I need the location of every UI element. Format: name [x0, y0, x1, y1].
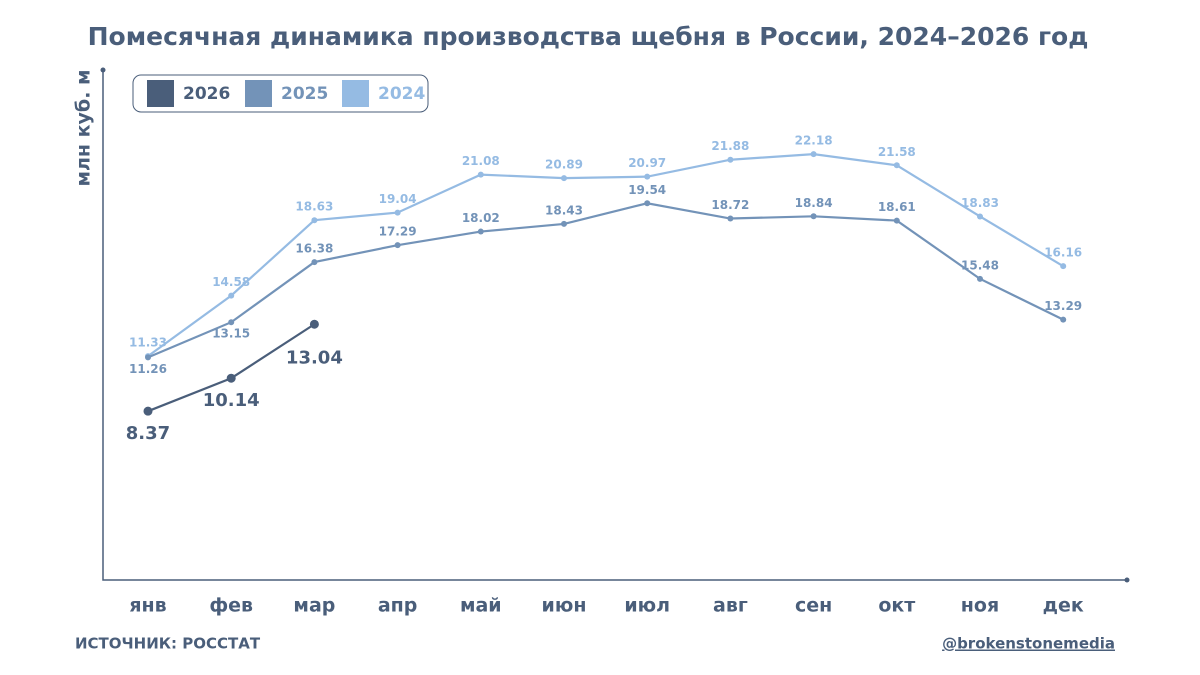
point [1060, 316, 1067, 323]
legend-label: 2024 [378, 84, 425, 104]
data-label: 20.97 [628, 156, 666, 170]
data-label: 11.33 [129, 336, 167, 350]
point [228, 319, 235, 326]
point [143, 406, 153, 416]
data-label: 22.18 [795, 134, 833, 148]
point [977, 275, 983, 282]
x-tick-label: апр [378, 595, 418, 617]
data-label: 18.02 [462, 211, 500, 225]
legend-label: 2025 [281, 84, 328, 104]
data-label: 18.63 [295, 200, 333, 214]
y-axis-label: млн куб. м [73, 69, 95, 186]
data-label: 10.14 [203, 390, 260, 411]
axis-end [100, 67, 106, 73]
point [727, 156, 734, 163]
legend-label: 2026 [183, 84, 230, 104]
point [810, 151, 817, 158]
point [394, 209, 401, 216]
x-tick-label: сен [795, 595, 832, 617]
data-label: 18.43 [545, 203, 583, 217]
chart-title: Помесячная динамика производства щебня в… [88, 22, 1089, 51]
data-label: 17.29 [379, 225, 417, 239]
axis-end [1124, 577, 1130, 583]
series-line [147, 202, 1064, 359]
x-tick-label: июл [624, 595, 670, 617]
data-label: 18.61 [878, 200, 916, 214]
legend-swatch [245, 80, 272, 107]
point [644, 173, 651, 180]
x-tick-label: фев [209, 595, 253, 617]
source: ИСТОЧНИК: РОССТАТ [75, 635, 261, 653]
point [893, 217, 900, 224]
point [644, 200, 651, 207]
point [311, 259, 318, 266]
point [893, 162, 900, 169]
data-label: 14.58 [212, 275, 250, 289]
data-label: 15.48 [961, 258, 999, 272]
data-label: 13.04 [286, 347, 343, 368]
data-label: 21.08 [462, 154, 500, 168]
point [311, 217, 318, 224]
data-label: 16.38 [295, 242, 333, 256]
legend-swatch [147, 80, 174, 107]
point [561, 175, 567, 182]
point [145, 354, 151, 361]
point [477, 171, 484, 178]
x-tick-label: июн [542, 595, 587, 617]
legend-swatch [342, 80, 369, 107]
point [1060, 263, 1067, 270]
data-label: 21.58 [878, 145, 916, 159]
data-label: 20.89 [545, 158, 583, 172]
point [810, 213, 817, 220]
data-label: 16.16 [1044, 246, 1082, 260]
point [727, 215, 734, 222]
data-label: 13.15 [212, 327, 250, 341]
data-label: 8.37 [126, 423, 170, 444]
data-label: 11.26 [129, 362, 167, 376]
axis [102, 70, 1127, 581]
x-tick-label: янв [129, 595, 166, 617]
series-line [147, 153, 1064, 357]
data-label: 19.04 [379, 192, 417, 206]
data-label: 18.72 [711, 198, 749, 212]
x-tick-label: окт [878, 595, 915, 617]
point [977, 213, 983, 220]
data-label: 18.84 [795, 196, 833, 210]
data-label: 21.88 [711, 139, 749, 153]
credit: @brokenstonemedia [942, 635, 1115, 653]
x-tick-label: мар [293, 595, 335, 617]
x-tick-label: май [460, 595, 502, 617]
x-tick-label: ноя [961, 595, 999, 617]
point [394, 242, 401, 249]
data-label: 18.83 [961, 196, 999, 210]
point [561, 220, 567, 227]
point [477, 228, 484, 235]
x-tick-label: авг [713, 595, 748, 617]
point [228, 292, 235, 299]
x-tick-label: дек [1043, 595, 1084, 617]
point [226, 373, 236, 383]
data-label: 13.29 [1044, 299, 1082, 313]
point [309, 319, 319, 329]
data-label: 19.54 [628, 183, 666, 197]
